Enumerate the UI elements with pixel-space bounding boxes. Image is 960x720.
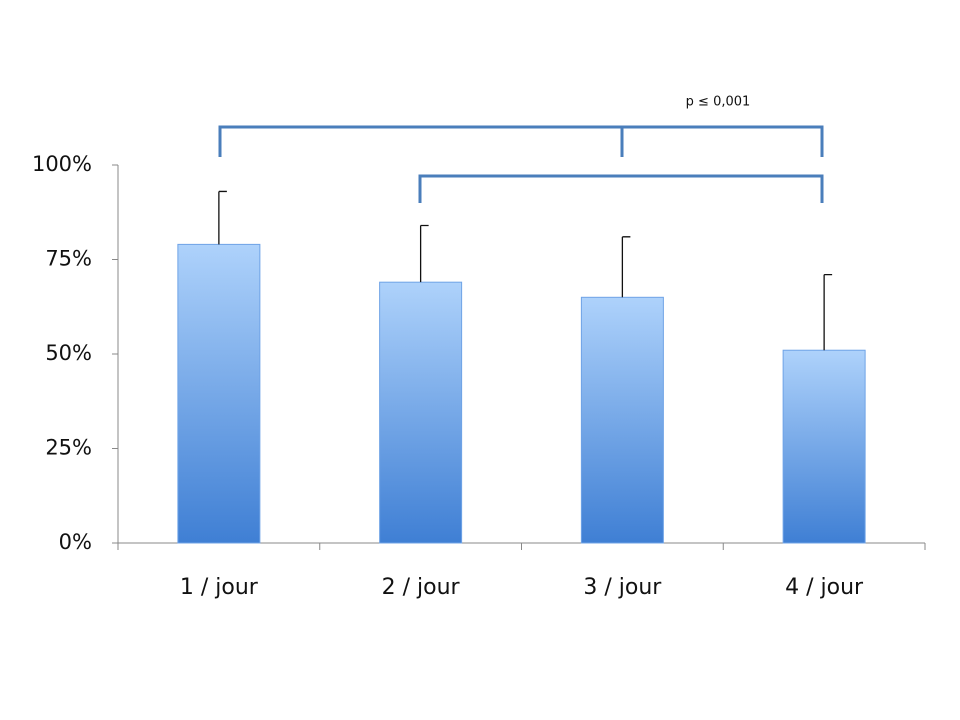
error-bar — [218, 190, 227, 245]
y-tick-label: 50% — [45, 341, 92, 365]
bracket — [218, 125, 824, 157]
bar — [177, 243, 261, 544]
annotation: p ≤ 0,001 — [686, 95, 751, 110]
bar — [782, 349, 866, 544]
y-tick-label: 75% — [45, 247, 92, 271]
bar — [580, 296, 664, 544]
bar — [379, 281, 463, 544]
error-bar — [823, 273, 833, 351]
x-tick-label: 1 / jour — [180, 575, 259, 600]
y-tick-label: 25% — [45, 436, 92, 460]
significance-brackets — [218, 125, 824, 203]
error-bar — [621, 236, 631, 298]
bracket — [418, 174, 824, 203]
x-tick-label: 2 / jour — [382, 575, 461, 600]
error-bar — [419, 224, 429, 283]
x-tick-label: 4 / jour — [785, 575, 864, 600]
x-tick-label: 3 / jour — [583, 575, 662, 600]
y-tick-label: 100% — [32, 152, 92, 176]
y-tick-label: 0% — [59, 530, 92, 554]
